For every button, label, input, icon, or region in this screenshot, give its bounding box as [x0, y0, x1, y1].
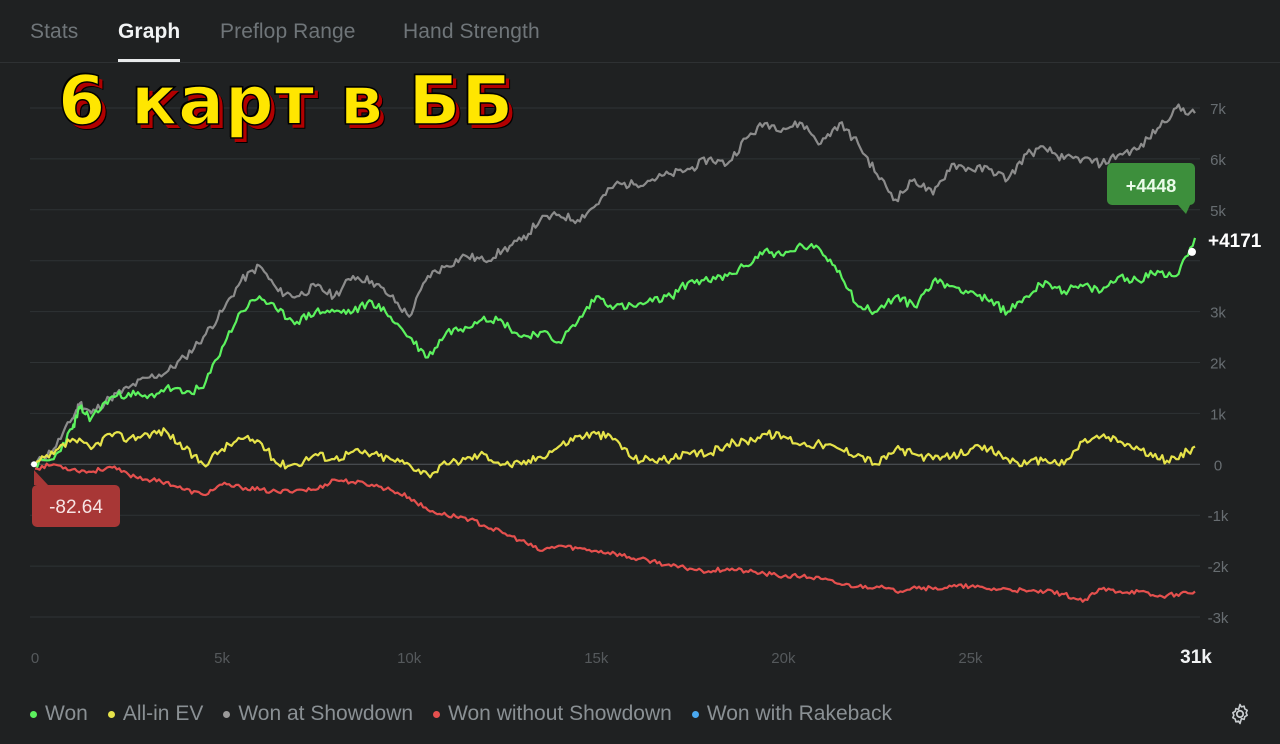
tab-stats[interactable]: Stats [30, 20, 79, 43]
legend-item-won-with-rakeback[interactable]: Won with Rakeback [691, 702, 893, 726]
x-tick-label: 5k [214, 650, 230, 667]
x-tick-label: 10k [397, 650, 422, 667]
y-tick-label: 7k [1210, 101, 1226, 118]
won-end-badge-pointer [1178, 205, 1190, 214]
y-tick-label: 3k [1210, 305, 1226, 322]
y-tick-label: 0 [1214, 457, 1222, 474]
overlay-title: 6 карт в ББ [57, 62, 515, 141]
legend-dot-allin-ev [107, 710, 115, 718]
legend: Won All-in EV Won at Showdown Won withou… [30, 700, 912, 728]
x-tick-label: 20k [771, 650, 796, 667]
series-lines [34, 103, 1197, 603]
won-end-value: +4448 [1126, 176, 1177, 196]
allin-end-value: +4171 [1208, 231, 1262, 252]
origin-marker [31, 461, 37, 468]
value-badges: +4448 +4171 -82.64 [31, 163, 1262, 527]
y-axis-ticks: 7k 6k 5k 3k 2k 1k 0 -1k -2k -3k [1208, 101, 1229, 627]
legend-label-won-with-rakeback: Won with Rakeback [706, 702, 893, 725]
tab-graph[interactable]: Graph [118, 20, 181, 43]
y-tick-label: 2k [1210, 356, 1226, 373]
x-axis-ticks: 0 5k 10k 15k 20k 25k 31k [31, 647, 1212, 668]
won-end-badge [1107, 163, 1195, 205]
series-line-allin-ev [34, 427, 1196, 479]
legend-item-won[interactable]: Won [30, 702, 88, 726]
tab-hand-strength[interactable]: Hand Strength [403, 20, 540, 43]
x-tick-label: 25k [958, 650, 983, 667]
legend-item-won-at-showdown[interactable]: Won at Showdown [223, 702, 413, 726]
legend-dot-won-without-showdown [433, 710, 441, 718]
x-tick-label: 31k [1180, 647, 1212, 668]
y-tick-label: 5k [1210, 203, 1226, 220]
legend-label-won-without-showdown: Won without Showdown [448, 702, 672, 725]
legend-label-won: Won [45, 702, 88, 725]
legend-item-allin-ev[interactable]: All-in EV [107, 702, 204, 726]
legend-label-allin-ev: All-in EV [122, 702, 204, 725]
line-chart: 7k 6k 5k 3k 2k 1k 0 -1k -2k -3k 0 5k 10k 15k 20k 25k 31… [30, 101, 1262, 668]
legend-dot-won-with-rakeback [691, 710, 699, 718]
legend-dot-won [30, 710, 37, 718]
active-tab-indicator [118, 59, 180, 62]
tab-bar: Stats Graph Preflop Range Hand Strength [0, 0, 1280, 63]
gear-icon[interactable] [1228, 702, 1252, 726]
nonsd-start-value: -82.64 [49, 497, 103, 518]
series-line-non-showdown [34, 462, 1196, 603]
won-end-marker [1188, 247, 1196, 256]
tab-preflop-range[interactable]: Preflop Range [220, 20, 356, 43]
legend-item-won-without-showdown[interactable]: Won without Showdown [433, 702, 672, 726]
series-line-showdown [34, 103, 1196, 465]
y-tick-label: -3k [1208, 610, 1229, 627]
nonsd-start-badge-pointer [34, 470, 48, 485]
y-tick-label: -2k [1208, 559, 1229, 576]
x-tick-label: 0 [31, 650, 39, 667]
legend-label-won-at-showdown: Won at Showdown [238, 702, 414, 725]
legend-dot-won-at-showdown [223, 710, 231, 718]
y-tick-label: 6k [1210, 152, 1226, 169]
nonsd-start-badge [32, 485, 120, 527]
y-tick-label: 1k [1210, 406, 1226, 423]
x-tick-label: 15k [584, 650, 609, 667]
y-tick-label: -1k [1208, 508, 1229, 525]
series-line-won [34, 237, 1197, 468]
